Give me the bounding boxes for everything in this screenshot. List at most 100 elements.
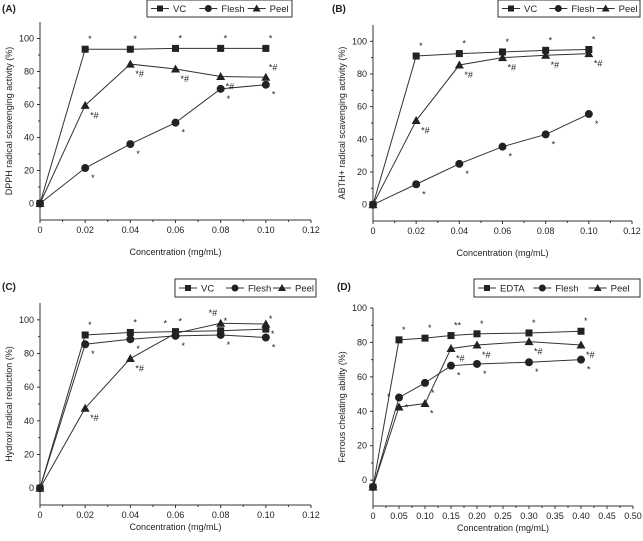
data-point (126, 45, 134, 53)
significance-annotation: * (182, 341, 186, 351)
data-point (412, 180, 421, 189)
data-point (261, 319, 271, 328)
x-tick-label: 0.02 (76, 510, 94, 520)
data-point (499, 48, 506, 56)
significance-annotation: * (506, 37, 510, 47)
legend-label: VC (524, 4, 537, 15)
significance-annotation: *# (181, 74, 190, 84)
y-tick-label: 0 (29, 199, 34, 209)
series-edta: * * ** * * * (369, 316, 588, 491)
series-peel: * * *# *# *# *# (368, 337, 595, 491)
x-tick-label: 0.50 (624, 511, 642, 521)
data-point (35, 199, 45, 207)
data-point (81, 164, 90, 173)
data-point (524, 337, 534, 346)
series-line (372, 113, 590, 206)
data-point (216, 84, 225, 93)
x-tick-label: 0.05 (390, 511, 408, 521)
significance-annotation: * (179, 317, 183, 327)
y-tick-label: 100 (19, 34, 34, 44)
significance-annotation: * (387, 392, 391, 402)
y-tick-label: 20 (24, 450, 34, 460)
series-vc: * * * * * (369, 35, 596, 209)
data-point (498, 53, 507, 62)
data-point (217, 327, 225, 335)
data-point (262, 325, 270, 333)
significance-annotation: * (269, 314, 273, 324)
legend-marker-circle-icon (554, 5, 562, 12)
x-tick-label: 0 (370, 226, 375, 236)
x-tick-label: 0.15 (442, 511, 460, 521)
legend-box (146, 0, 293, 18)
x-tick-label: 0.10 (580, 226, 598, 236)
data-point (171, 64, 180, 73)
data-point (126, 335, 135, 344)
y-tick-label: 60 (357, 372, 367, 382)
data-point (412, 52, 420, 60)
data-point (542, 46, 550, 54)
data-point (172, 44, 179, 52)
x-tick-label: 0.12 (623, 226, 641, 236)
data-point (261, 72, 271, 81)
legend: VC Flesh Peel (174, 278, 317, 298)
significance-annotation: * (457, 371, 461, 381)
data-point (577, 327, 585, 335)
data-point (411, 116, 421, 125)
significance-annotation: * (136, 344, 140, 354)
data-point (262, 44, 270, 52)
data-point (395, 393, 403, 402)
significance-annotation: * (428, 323, 432, 333)
series-vc: * * * * * (36, 33, 273, 207)
legend-label: Peel (619, 4, 638, 15)
significance-annotation: * (91, 173, 95, 183)
x-tick-label: 0.06 (167, 510, 185, 520)
significance-annotation: * (227, 94, 231, 104)
significance-annotation: *# (482, 350, 491, 360)
significance-annotation: * (422, 189, 426, 199)
data-point (421, 378, 429, 387)
series-flesh: * * * * * * (369, 355, 591, 492)
x-tick-label: 0.40 (572, 511, 590, 521)
x-tick-label: 0.04 (122, 225, 140, 235)
series-line (372, 49, 589, 205)
data-point (473, 330, 481, 338)
legend-label: Peel (270, 4, 289, 15)
significance-annotation: *# (456, 353, 465, 363)
significance-annotation: *# (534, 347, 543, 357)
significance-annotation: * (88, 34, 92, 44)
significance-annotation: * (227, 340, 231, 350)
significance-annotation: *# (464, 70, 473, 80)
x-tick-label: 0 (37, 510, 42, 520)
y-tick-label: 100 (19, 315, 34, 325)
data-point (368, 200, 378, 209)
x-tick-label: 0.45 (598, 511, 616, 521)
legend-label: Flesh (248, 284, 271, 295)
legend-label: VC (173, 4, 186, 15)
x-tick-label: 0.10 (257, 225, 275, 235)
significance-annotation: * (88, 320, 92, 330)
x-tick-label: 0.12 (302, 225, 320, 235)
data-point (80, 403, 90, 412)
y-tick-label: 100 (352, 36, 367, 46)
data-point (447, 361, 455, 370)
significance-annotation: * (91, 349, 95, 359)
significance-annotation: *# (90, 413, 99, 423)
data-point (447, 332, 455, 340)
significance-annotation: * (462, 39, 466, 49)
significance-annotation: *# (421, 126, 430, 136)
x-axis-label: Concentration (mg/mL) (457, 523, 549, 533)
x-tick-label: 0.06 (167, 225, 185, 235)
data-point (420, 399, 430, 408)
series-vc: * * * * * (36, 314, 273, 492)
legend-marker-triangle-icon (252, 4, 261, 12)
legend: VC Flesh Peel (497, 0, 641, 18)
y-tick-label: 40 (357, 406, 367, 416)
series-peel: *# *# *# *# *# (368, 49, 602, 209)
significance-annotation: * (405, 403, 409, 413)
legend-marker-triangle-icon (601, 4, 610, 12)
legend-marker-circle-icon (538, 284, 546, 292)
data-point (541, 130, 550, 139)
y-tick-label: 20 (357, 167, 367, 177)
data-point (454, 60, 464, 69)
x-tick-label: 0.10 (416, 511, 434, 521)
